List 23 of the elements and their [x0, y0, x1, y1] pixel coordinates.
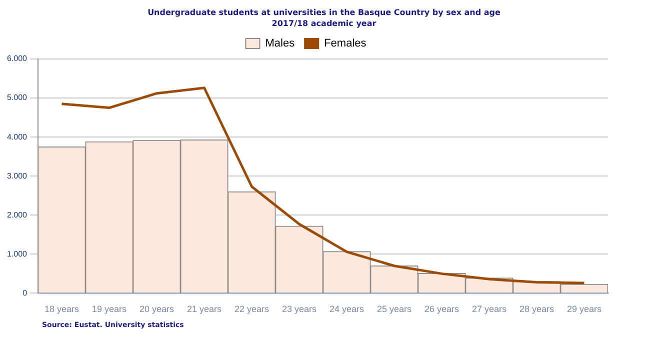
- x-tick-label: 19 years: [92, 304, 128, 314]
- legend-label: Females: [324, 38, 367, 50]
- x-tick-label: 21 years: [187, 304, 222, 314]
- x-tick-label: 23 years: [282, 304, 318, 314]
- x-tick-label: 26 years: [424, 304, 460, 314]
- chart-title: Undergraduate students at universities in the Basque Country by sex and age: [146, 7, 502, 18]
- x-tick-label: 29 years: [566, 304, 602, 314]
- x-tick-label: 25 years: [376, 304, 412, 314]
- x-tick-label: 20 years: [140, 304, 175, 314]
- legend-label: Males: [265, 38, 296, 50]
- x-tick-label: 24 years: [329, 304, 365, 314]
- y-tick-label: 4.000: [6, 132, 28, 142]
- x-tick-label: 28 years: [519, 304, 555, 314]
- y-tick-label: 1.000: [6, 249, 28, 258]
- y-tick-label: 2.000: [6, 210, 28, 220]
- x-tick-label: 18 years: [44, 304, 80, 314]
- x-tick-label: 27 years: [472, 304, 508, 314]
- y-tick-label: 5.000: [6, 93, 28, 102]
- y-tick-label: 6.000: [6, 54, 28, 64]
- y-tick-label: 3.000: [6, 171, 28, 180]
- y-tick-label: 0: [22, 288, 28, 298]
- chart-subtitle: 2017/18 academic year: [270, 18, 378, 29]
- x-tick-label: 22 years: [234, 304, 270, 314]
